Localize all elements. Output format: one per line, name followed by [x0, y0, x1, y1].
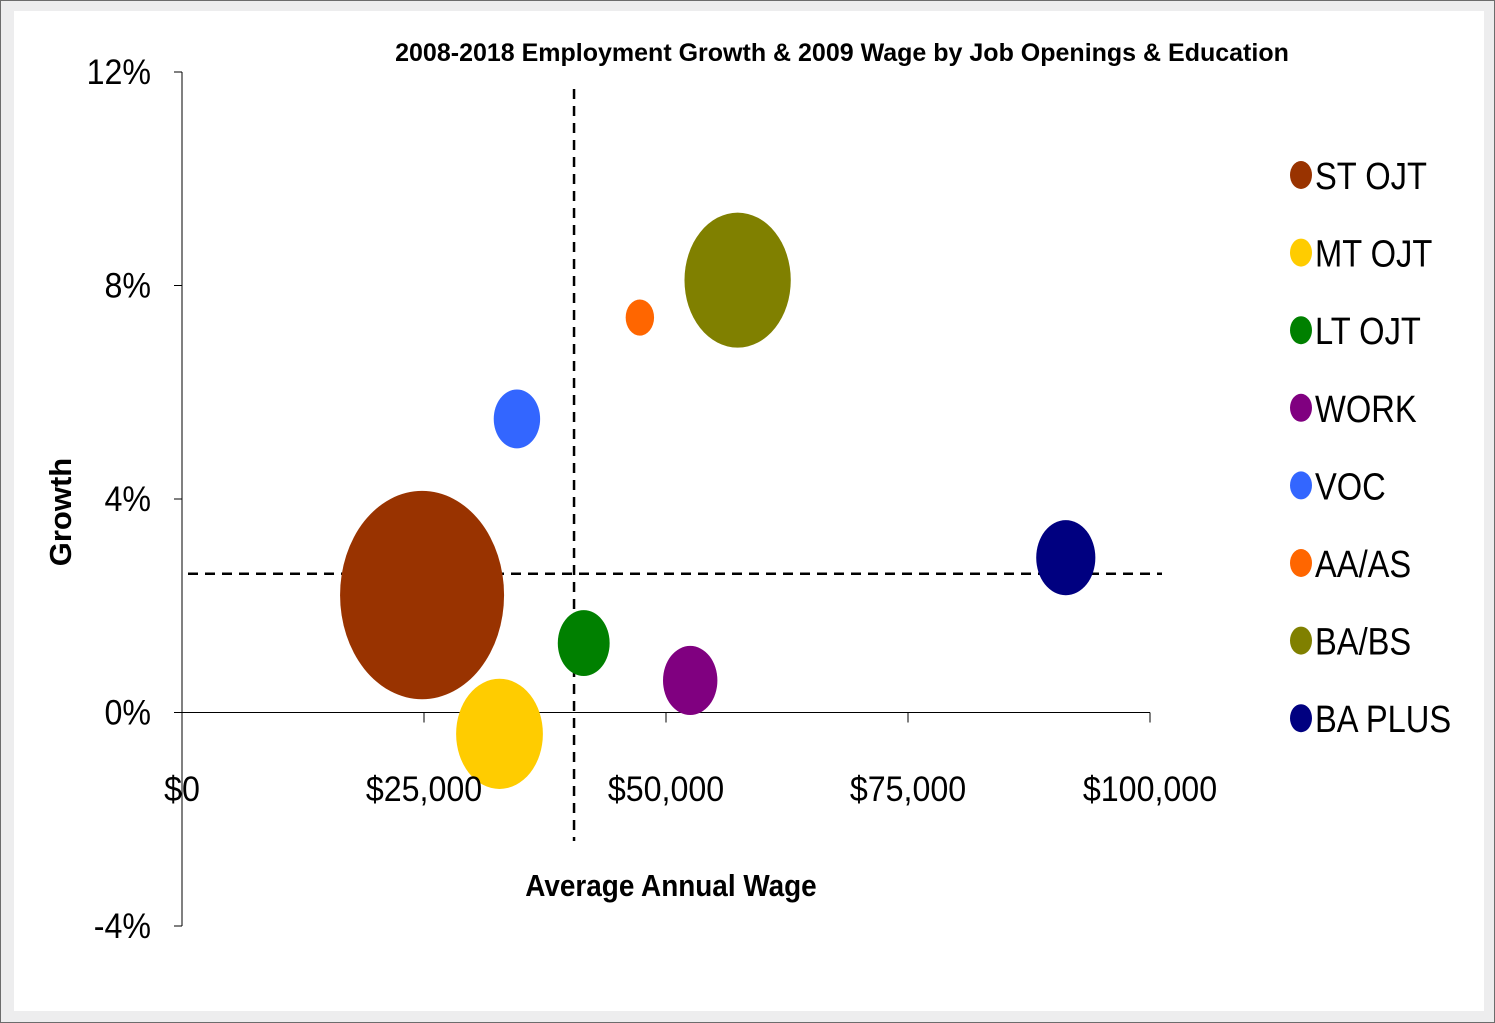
bubble-work: [663, 645, 718, 716]
y-tick-label: 4%: [104, 481, 151, 520]
legend-label-lt-ojt: LT OJT: [1315, 310, 1421, 353]
y-axis-label: Growth: [43, 458, 78, 567]
legend: ST OJT MT OJT LT OJT WORK VOC AA/AS BA/BS BA PL…: [1290, 155, 1451, 741]
y-tick-label: -4%: [94, 908, 151, 947]
bubble-mt-ojt: [456, 678, 543, 789]
legend-label-work: WORK: [1315, 387, 1417, 430]
x-tick-label: $0: [164, 771, 200, 810]
bubble-chart: 2008-2018 Employment Growth & 2009 Wage …: [43, 39, 1451, 947]
legend-label-mt-ojt: MT OJT: [1315, 232, 1432, 275]
x-tick-label: $100,000: [1083, 771, 1217, 810]
legend-marker-aa-as: [1290, 549, 1312, 577]
legend-label-ba-plus: BA PLUS: [1315, 698, 1451, 741]
legend-marker-mt-ojt: [1290, 238, 1312, 267]
x-axis-label: Average Annual Wage: [525, 869, 816, 904]
x-tick-label: $50,000: [608, 771, 724, 810]
legend-label-ba-bs: BA/BS: [1315, 620, 1411, 663]
bubble-ba-bs: [684, 212, 791, 348]
legend-label-voc: VOC: [1315, 465, 1386, 508]
legend-marker-ba-bs: [1290, 626, 1312, 655]
plot-panel: 2008-2018 Employment Growth & 2009 Wage …: [14, 11, 1484, 1011]
bubble-st-ojt: [340, 490, 505, 700]
bubbles: [340, 212, 1096, 789]
reference-lines: [188, 89, 1162, 841]
x-tick-label: $25,000: [366, 771, 482, 810]
bubble-voc: [493, 389, 541, 449]
legend-marker-work: [1290, 393, 1312, 422]
legend-marker-lt-ojt: [1290, 316, 1312, 345]
chart-title: 2008-2018 Employment Growth & 2009 Wage …: [395, 39, 1289, 67]
bubble-lt-ojt: [557, 610, 610, 677]
legend-marker-ba-plus: [1290, 704, 1312, 733]
legend-marker-voc: [1290, 471, 1312, 500]
y-tick-label: 12%: [87, 54, 151, 93]
axes: [174, 71, 1151, 927]
y-tick-label: 8%: [104, 267, 151, 306]
bubble-ba-plus: [1036, 520, 1096, 596]
tick-labels: 12% 8% 4% 0% -4% $0 $25,000 $50,000 $75,000 $100,…: [87, 54, 1218, 947]
y-tick-label: 0%: [104, 694, 151, 733]
legend-label-aa-as: AA/AS: [1315, 543, 1411, 586]
legend-marker-st-ojt: [1290, 161, 1312, 189]
bubble-aa-as: [625, 299, 655, 336]
x-tick-label: $75,000: [850, 771, 966, 810]
legend-label-st-ojt: ST OJT: [1315, 155, 1427, 198]
